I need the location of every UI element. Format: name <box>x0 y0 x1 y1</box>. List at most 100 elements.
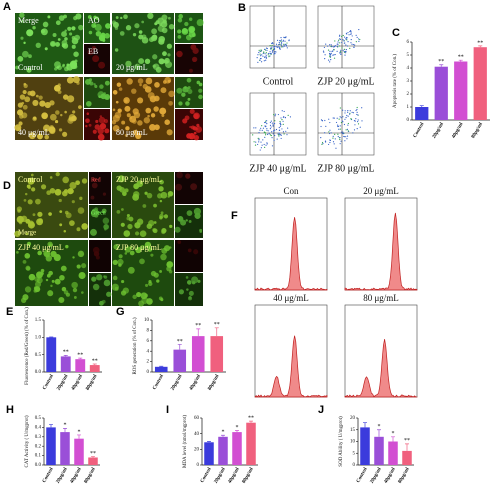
event-dot <box>261 125 263 127</box>
event-dot <box>336 45 338 48</box>
cell <box>42 21 49 28</box>
cell <box>28 132 36 140</box>
event-dot <box>357 119 359 121</box>
bar <box>210 336 224 372</box>
event-dot <box>333 57 336 59</box>
cell <box>36 271 43 279</box>
event-dot <box>267 52 270 55</box>
cell <box>65 292 70 297</box>
cell <box>64 210 69 215</box>
cell <box>178 101 183 106</box>
x-tick-label: 20μg/ml <box>56 467 69 485</box>
cell <box>50 284 53 288</box>
cell <box>126 213 130 218</box>
cell <box>58 198 62 203</box>
y-tick-label: 6 <box>407 40 410 45</box>
significance: * <box>222 430 225 436</box>
event-dot <box>356 128 358 130</box>
cell <box>60 265 67 272</box>
event-dot <box>342 39 344 41</box>
event-dot <box>339 107 341 109</box>
cell <box>189 68 193 73</box>
y-tick-label: 40 <box>194 432 200 437</box>
event-dot <box>345 48 347 51</box>
event-dot <box>334 45 336 47</box>
cell <box>186 288 189 291</box>
cell <box>62 94 69 100</box>
event-dot <box>332 135 334 138</box>
error-bar <box>78 357 83 360</box>
y-axis-label: Fluorescence (Red/Green) (% of Con.) <box>25 307 30 385</box>
event-dot <box>275 128 278 131</box>
event-dot <box>343 51 346 53</box>
event-dot <box>265 59 267 61</box>
event-dot <box>333 46 335 48</box>
cell <box>26 29 34 37</box>
cell <box>93 15 97 20</box>
cell <box>142 204 147 208</box>
significance: * <box>392 431 395 437</box>
event-dot <box>274 129 276 131</box>
event-dot <box>349 47 351 49</box>
bar <box>46 427 56 465</box>
cell <box>193 112 200 120</box>
bar <box>154 366 168 372</box>
cell <box>121 120 126 125</box>
event-dot <box>262 52 264 54</box>
x-tick-label: Control <box>42 467 55 484</box>
cell <box>148 280 152 284</box>
event-dot <box>329 56 332 58</box>
cell <box>187 88 193 95</box>
event-dot <box>337 133 339 135</box>
event-dot <box>280 124 282 126</box>
cell <box>147 114 150 118</box>
cell <box>32 99 39 106</box>
cell <box>140 292 148 300</box>
cell <box>16 250 19 254</box>
event-dot <box>261 54 263 56</box>
event-dot <box>341 120 343 122</box>
event-dot <box>269 44 271 47</box>
cell <box>91 46 96 51</box>
event-dot <box>263 51 265 53</box>
event-dot <box>329 55 331 57</box>
bar <box>60 432 70 465</box>
event-dot <box>335 121 338 124</box>
cell <box>193 131 197 135</box>
event-dot <box>259 149 261 151</box>
cell <box>47 290 54 297</box>
cell <box>164 119 170 125</box>
event-dot <box>333 117 335 119</box>
cell <box>176 87 183 94</box>
event-dot <box>269 124 272 126</box>
y-tick-label: 8 <box>147 329 150 334</box>
event-dot <box>276 138 278 140</box>
cell <box>118 263 122 267</box>
event-dot <box>333 49 335 51</box>
event-dot <box>342 49 344 51</box>
cell <box>187 86 191 90</box>
event-dot <box>354 44 356 46</box>
cell <box>168 100 173 106</box>
x-tick-label: Control <box>413 122 426 139</box>
event-dot <box>330 132 332 134</box>
event-dot <box>339 52 341 54</box>
cell <box>55 110 60 115</box>
event-dot <box>277 113 279 116</box>
significance: ** <box>248 416 254 422</box>
event-dot <box>280 117 282 119</box>
cell <box>85 118 90 124</box>
cell <box>32 25 36 30</box>
event-dot <box>346 128 349 130</box>
cell <box>71 35 76 40</box>
cell <box>18 121 23 126</box>
cell <box>92 177 97 182</box>
cell <box>167 53 171 57</box>
cell <box>76 264 81 269</box>
cell <box>26 184 31 189</box>
cell <box>151 28 158 35</box>
x-tick-label: 20μg/ml <box>370 467 383 485</box>
image-label: Merge <box>18 16 39 25</box>
cell <box>86 112 90 115</box>
event-dot <box>321 119 323 122</box>
